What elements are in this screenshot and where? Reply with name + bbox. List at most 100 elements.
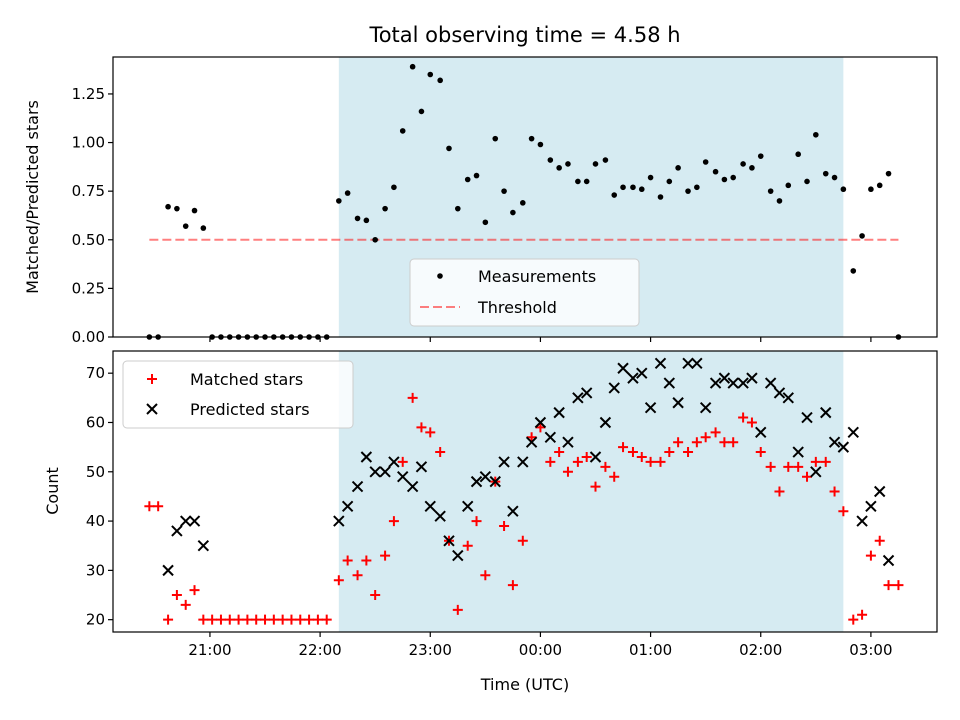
predicted-star-point: [406, 480, 419, 493]
x-tick-label: 00:00: [519, 641, 562, 659]
matched-star-point: [783, 461, 794, 472]
matched-star-point: [517, 535, 528, 546]
predicted-star-point: [764, 377, 777, 389]
measurement-point: [556, 165, 562, 171]
measurement-point: [712, 168, 719, 175]
predicted-star-point: [553, 406, 565, 419]
matched-star-point: [883, 580, 894, 591]
matched-star-point: [627, 447, 638, 458]
predicted-star-point: [517, 456, 529, 468]
matched-star-point: [189, 585, 200, 596]
predicted-star-point: [617, 362, 629, 374]
x-tick-label: 23:00: [409, 641, 452, 659]
measurement-point: [583, 178, 590, 185]
predicted-star-point: [856, 515, 868, 527]
matched-star-point: [683, 447, 694, 458]
predicted-star-point: [415, 461, 428, 473]
predicted-star-point: [443, 535, 455, 547]
measurement-point: [464, 176, 471, 183]
predicted-star-point: [882, 554, 895, 567]
matched-star-point: [728, 437, 739, 448]
x-axis-label: Time (UTC): [480, 675, 569, 694]
predicted-star-point: [462, 500, 474, 512]
predicted-star-point: [489, 475, 501, 488]
measurement-point: [721, 176, 728, 183]
matched-star-point: [471, 516, 482, 527]
predicted-star-point: [388, 456, 400, 468]
measurement-point: [165, 203, 171, 210]
matched-star-point: [600, 461, 611, 472]
matched-star-point: [452, 604, 463, 615]
y-tick-label: 0.75: [72, 182, 105, 200]
matched-star-point: [865, 550, 876, 561]
legend-matched-marker: [147, 374, 157, 384]
predicted-star-point: [792, 446, 804, 458]
measurement-point: [740, 161, 746, 167]
count-panel: 21:00 22:00 23:00 00:00 01:00 02:00 03:00 20 30…: [43, 350, 938, 694]
matched-star-point: [609, 471, 620, 482]
matched-star-point: [793, 461, 804, 472]
matched-star-point: [590, 481, 601, 492]
predicted-star-point: [341, 500, 354, 512]
measurement-point: [620, 184, 626, 191]
measurement-point: [749, 165, 755, 171]
measurement-point: [519, 200, 526, 206]
measurement-point: [813, 131, 819, 138]
ratio-y-ticks: 0.00 0.25 0.50 0.75 1.00 1.25: [72, 85, 113, 346]
matched-star-point: [370, 590, 381, 601]
y-tick-label: 50: [86, 463, 105, 481]
predicted-star-point: [801, 411, 813, 424]
predicted-star-point: [470, 475, 483, 488]
matched-star-point: [251, 614, 262, 625]
measurement-point: [859, 233, 865, 239]
matched-star-point: [535, 422, 546, 433]
measurement-point: [191, 207, 198, 214]
predicted-star-point: [699, 401, 712, 414]
measurement-point: [575, 178, 581, 185]
measurement-point: [344, 190, 351, 196]
predicted-star-point: [379, 466, 391, 478]
predicted-star-point: [709, 377, 722, 389]
y-tick-label: 70: [86, 364, 105, 382]
y-tick-label: 60: [86, 413, 105, 431]
matched-star-point: [618, 442, 629, 453]
measurement-point: [174, 205, 180, 212]
x-tick-label: 02:00: [739, 641, 782, 659]
predicted-star-point: [544, 431, 557, 443]
predicted-star-point: [820, 406, 832, 419]
matched-star-point: [425, 427, 436, 438]
x-tick-label: 22:00: [298, 641, 341, 659]
matched-star-point: [755, 447, 766, 458]
measurement-point: [876, 182, 883, 189]
matched-star-point: [480, 570, 491, 581]
measurement-point: [611, 192, 618, 198]
measurement-point: [391, 184, 397, 191]
measurement-point: [446, 145, 452, 152]
predicted-star-point: [782, 392, 794, 404]
predicted-star-point: [663, 377, 676, 389]
matched-star-point: [304, 614, 315, 625]
matched-star-point: [738, 412, 749, 423]
predicted-star-point: [865, 500, 877, 512]
y-tick-label: 1.00: [72, 134, 105, 152]
predicted-star-point: [828, 436, 841, 448]
matched-star-point: [342, 555, 353, 566]
y-tick-label: 0.00: [72, 328, 105, 346]
matched-star-point: [277, 614, 288, 625]
x-tick-label: 03:00: [849, 641, 892, 659]
predicted-star-point: [773, 387, 786, 399]
measurement-point: [482, 219, 489, 226]
measurement-point: [757, 153, 764, 159]
measurement-point: [418, 108, 425, 115]
measurement-point: [354, 215, 361, 222]
matched-star-point: [765, 461, 776, 472]
matched-star-point: [407, 392, 418, 403]
predicted-star-point: [351, 480, 364, 493]
count-y-axis-label: Count: [43, 467, 62, 515]
predicted-star-point: [589, 451, 602, 463]
matched-star-point: [163, 614, 174, 625]
measurement-point: [501, 188, 507, 194]
matched-star-point: [774, 486, 785, 497]
measurement-point: [565, 161, 571, 167]
